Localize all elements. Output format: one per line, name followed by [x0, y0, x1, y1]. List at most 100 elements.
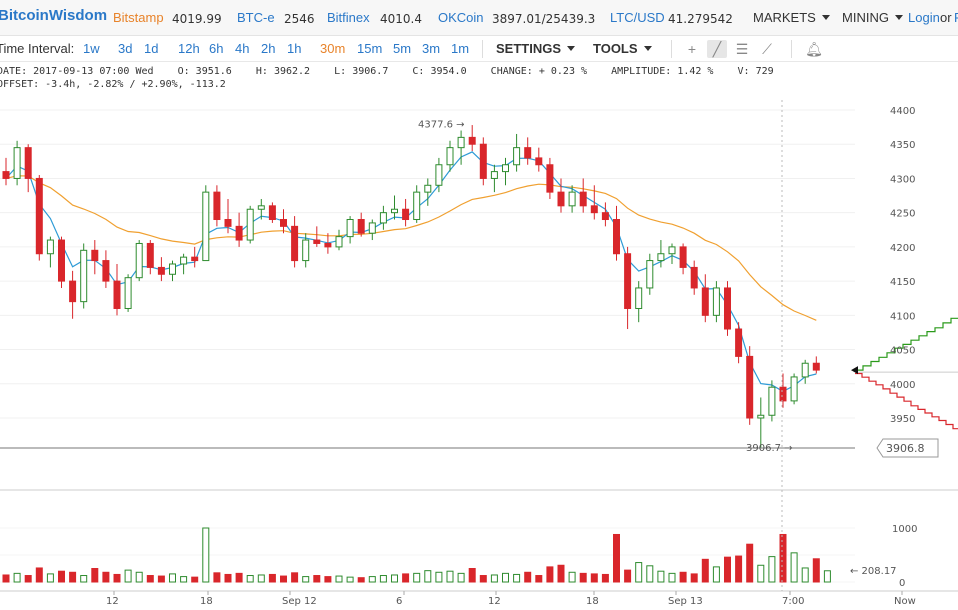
volume-bar: [380, 576, 386, 582]
time-axis-label: 12: [106, 596, 119, 607]
time-axis-label: Sep 12: [282, 596, 317, 607]
candle-body: [392, 209, 398, 212]
candle-body: [236, 226, 242, 240]
candle-body: [281, 220, 287, 227]
candle-body: [25, 148, 31, 179]
candle-body: [558, 192, 564, 206]
candle-body: [147, 243, 153, 267]
volume-bar: [691, 574, 697, 582]
time-axis-label: 6: [396, 596, 402, 607]
volume-bar: [59, 571, 65, 582]
volume-bar: [258, 575, 264, 582]
price-axis-label: 4250: [890, 209, 915, 220]
candle-body: [114, 281, 120, 308]
candle-body: [92, 250, 98, 260]
volume-bar: [436, 572, 442, 582]
candle-body: [258, 206, 264, 209]
volume-bar: [769, 557, 775, 582]
volume-bar: [136, 572, 142, 582]
candle-body: [336, 237, 342, 247]
candle-body: [658, 254, 664, 261]
volume-bar: [281, 576, 287, 582]
candle-body: [447, 148, 453, 165]
candle-body: [325, 243, 331, 246]
price-axis-label: 4200: [890, 243, 915, 254]
candle-body: [436, 165, 442, 186]
candle-body: [602, 213, 608, 220]
candle-body: [59, 240, 65, 281]
candle-body: [636, 288, 642, 309]
volume-bar: [824, 571, 830, 582]
volume-bar: [625, 570, 631, 582]
volume-bar: [47, 574, 53, 582]
candle-body: [314, 240, 320, 243]
volume-bar: [70, 572, 76, 582]
volume-bar: [514, 574, 520, 582]
volume-bar: [458, 573, 464, 582]
candle-body: [491, 172, 497, 179]
candle-body: [70, 281, 76, 302]
candle-body: [547, 165, 553, 192]
time-axis-label: 12: [488, 596, 501, 607]
volume-bar: [392, 575, 398, 582]
price-axis-label: 4300: [890, 174, 915, 185]
candle-body: [813, 363, 819, 370]
candle-body: [591, 206, 597, 213]
candle-body: [458, 137, 464, 147]
candle-body: [669, 247, 675, 254]
volume-bar: [247, 576, 253, 582]
volume-bar: [491, 575, 497, 582]
candle-body: [158, 267, 164, 274]
volume-bar: [602, 574, 608, 582]
candle-body: [81, 250, 87, 301]
candle-body: [758, 415, 764, 418]
volume-bar: [81, 576, 87, 582]
price-axis-label: 4350: [890, 140, 915, 151]
candle-body: [347, 220, 353, 237]
candle-body: [747, 356, 753, 418]
last-volume-marker: ← 208.17: [850, 566, 897, 577]
current-price-tag: 3906.8: [877, 439, 938, 457]
time-axis-label: Sep 13: [668, 596, 703, 607]
volume-bar: [236, 573, 242, 582]
volume-bar: [192, 577, 198, 582]
volume-bar: [303, 577, 309, 582]
volume-bar: [747, 544, 753, 582]
time-axis-label: 18: [586, 596, 599, 607]
candle-body: [691, 267, 697, 288]
candle-body: [47, 240, 53, 254]
volume-bar: [103, 572, 109, 582]
volume-bar: [791, 553, 797, 582]
candle-body: [358, 220, 364, 234]
volume-bar: [170, 574, 176, 582]
volume-bar: [369, 577, 375, 582]
candle-body: [14, 148, 20, 179]
volume-bar: [813, 559, 819, 582]
volume-bar: [225, 574, 231, 582]
volume-bar: [347, 577, 353, 582]
volume-bar: [647, 566, 653, 582]
volume-bar: [3, 575, 9, 582]
candle-body: [292, 226, 298, 260]
volume-bar: [92, 569, 98, 583]
candle-body: [802, 363, 808, 377]
volume-bar: [469, 569, 475, 583]
volume-bar: [569, 572, 575, 582]
volume-bar: [669, 573, 675, 582]
chart-markers: 4377.6 → 3906.7 → 3906.8 ← 208.17: [418, 119, 938, 577]
candle-body: [780, 387, 786, 401]
candle-body: [125, 278, 131, 309]
price-axis-label: 4400: [890, 106, 915, 117]
chart-axes: 3950400040504100415042004250430043504400…: [0, 100, 958, 607]
candle-body: [680, 247, 686, 268]
volume-bar: [558, 565, 564, 582]
candle-body: [380, 213, 386, 223]
candle-body: [247, 209, 253, 240]
candle-body: [225, 220, 231, 227]
volume-bar: [713, 567, 719, 582]
candle-body: [414, 192, 420, 219]
candle-body: [136, 243, 142, 277]
candle-body: [480, 144, 486, 178]
price-axis-label: 4000: [890, 380, 915, 391]
